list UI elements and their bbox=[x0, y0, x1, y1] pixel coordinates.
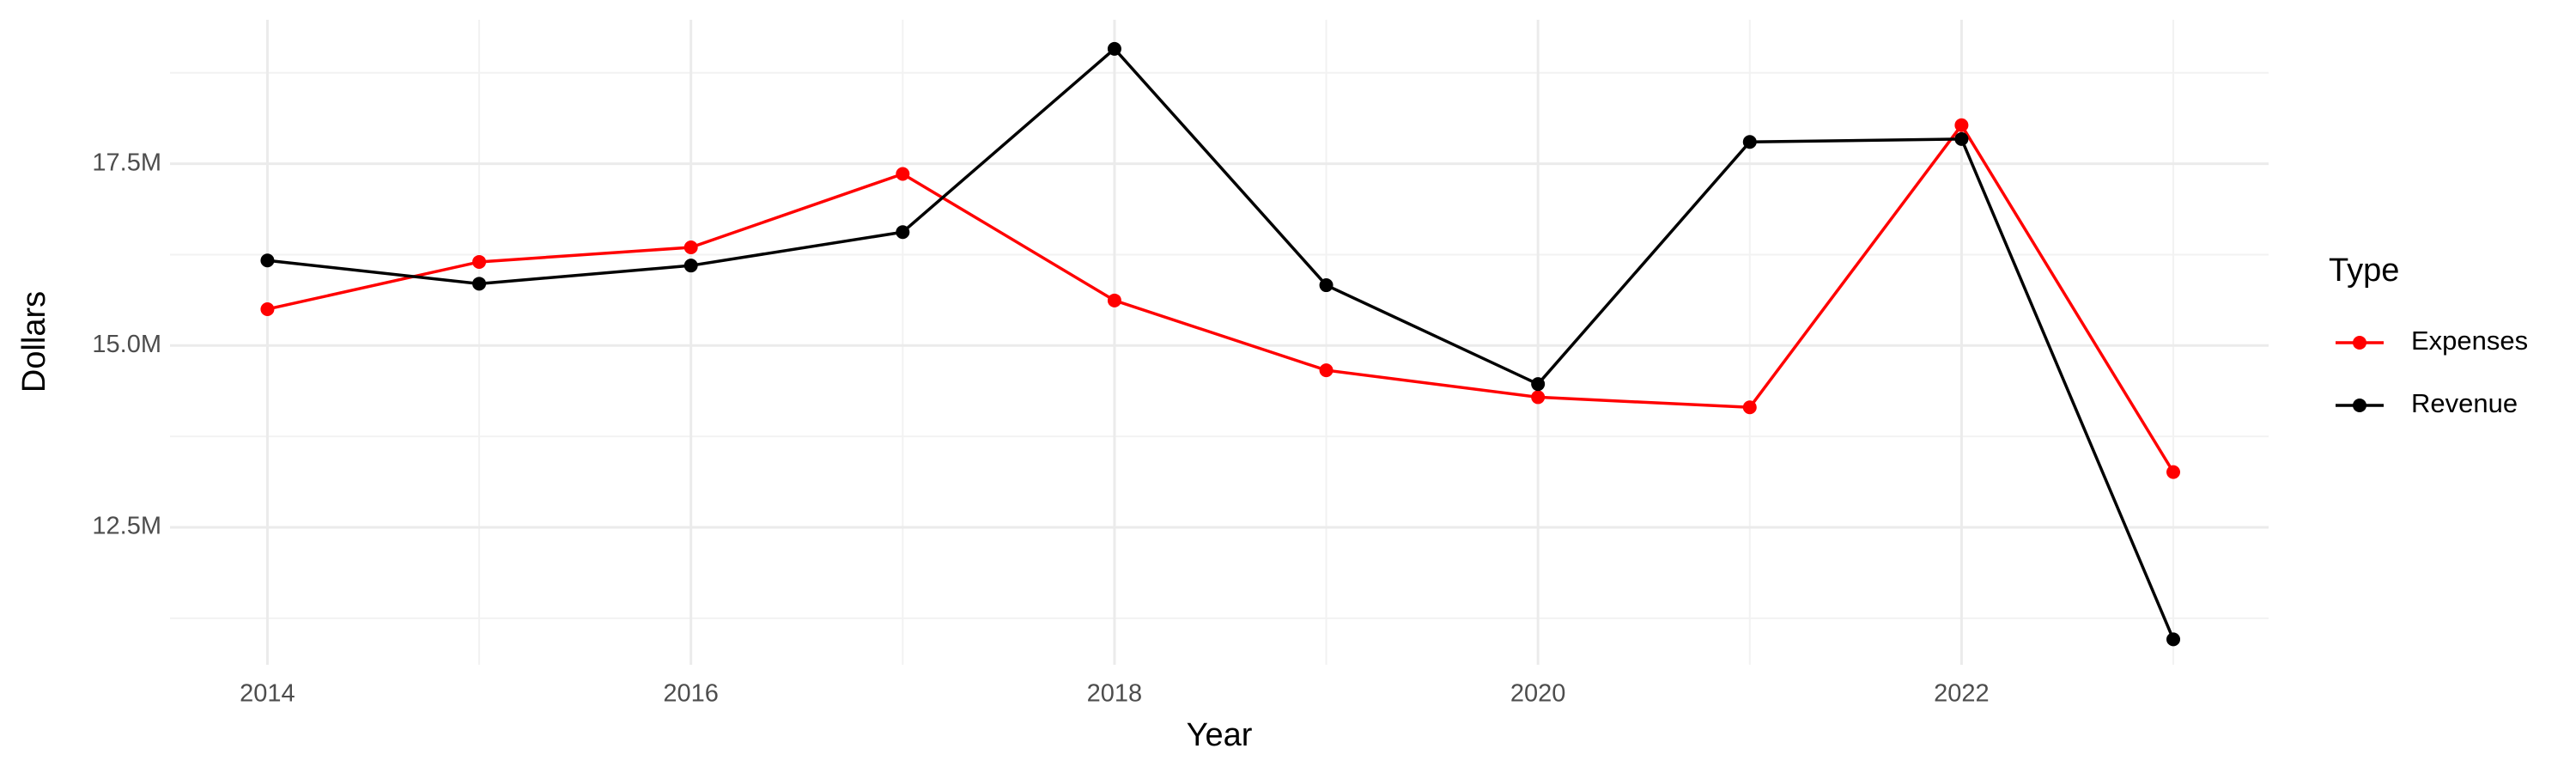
data-point bbox=[1531, 390, 1546, 405]
x-tick-label: 2020 bbox=[1510, 680, 1566, 708]
series-line bbox=[267, 122, 2175, 473]
y-tick-label: 12.5M bbox=[92, 513, 161, 540]
data-point bbox=[683, 240, 698, 255]
data-point bbox=[1954, 131, 1969, 146]
x-axis-title: Year bbox=[1187, 717, 1253, 753]
data-point bbox=[472, 277, 487, 291]
data-point bbox=[1319, 278, 1334, 293]
y-axis-title: Dollars bbox=[16, 291, 52, 393]
data-point bbox=[683, 259, 698, 273]
data-point bbox=[1107, 293, 1121, 307]
data-point bbox=[896, 167, 910, 181]
data-point bbox=[260, 301, 275, 316]
x-tick-label: 2016 bbox=[663, 680, 719, 708]
x-tick-label: 2022 bbox=[1934, 680, 1990, 708]
series-line bbox=[267, 46, 2175, 641]
y-tick-label: 15.0M bbox=[92, 331, 161, 358]
data-point bbox=[472, 254, 487, 269]
legend-label: Revenue bbox=[2411, 388, 2518, 418]
data-point bbox=[896, 225, 910, 240]
legend-marker bbox=[2353, 336, 2366, 350]
data-point bbox=[2166, 632, 2181, 647]
x-tick-label: 2018 bbox=[1087, 680, 1143, 708]
data-point bbox=[1319, 363, 1334, 378]
y-tick-label: 17.5M bbox=[92, 149, 161, 176]
x-tick-label: 2014 bbox=[240, 680, 295, 708]
legend-title: Type bbox=[2329, 253, 2399, 289]
data-point bbox=[1954, 118, 1969, 132]
data-point bbox=[1742, 400, 1757, 415]
legend-marker bbox=[2353, 399, 2366, 412]
data-point bbox=[260, 253, 275, 268]
data-point bbox=[1107, 41, 1121, 56]
data-point bbox=[1742, 135, 1757, 149]
legend-label: Expenses bbox=[2411, 326, 2528, 356]
data-point bbox=[2166, 465, 2181, 479]
data-point bbox=[1531, 377, 1546, 392]
